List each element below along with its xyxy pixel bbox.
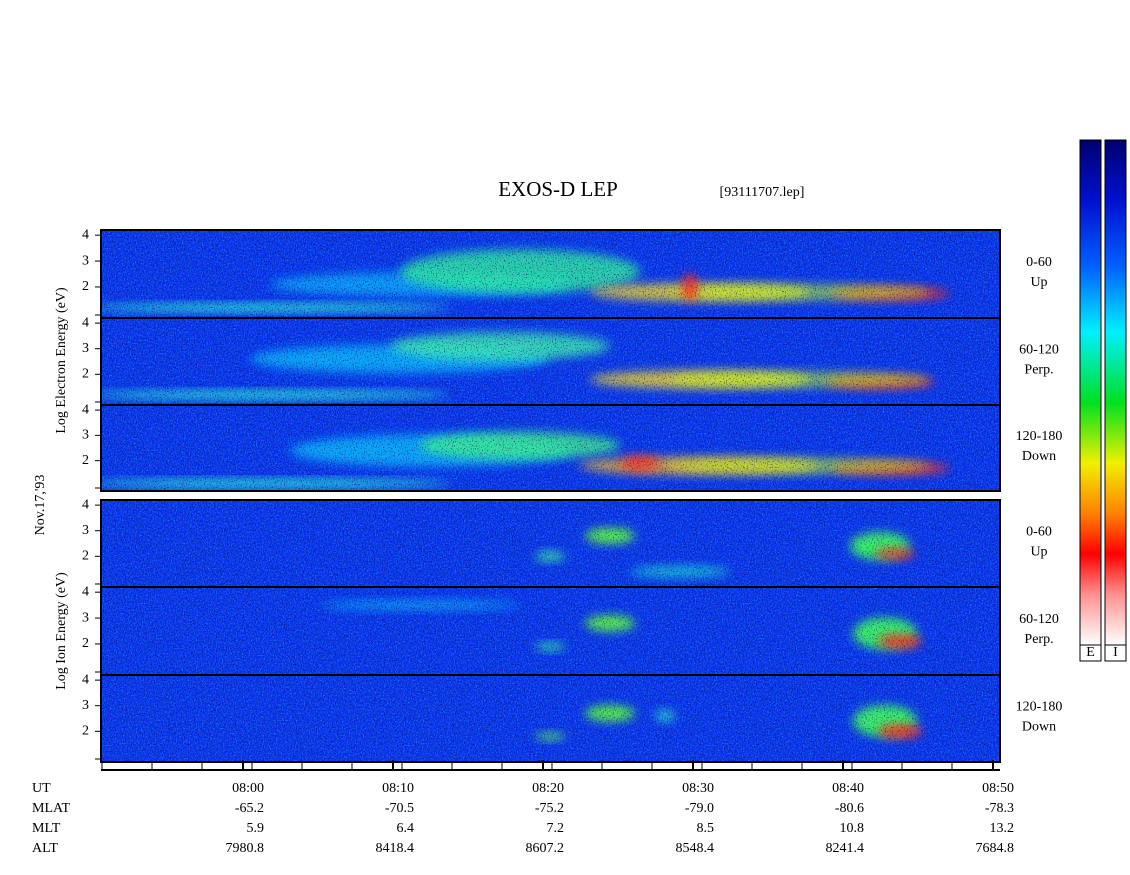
row-value: 8548.4	[676, 841, 715, 856]
y-axis-label: Log Electron Energy (eV)	[54, 287, 69, 434]
y-tick-label: 4	[82, 315, 89, 330]
row-value: 8607.2	[526, 841, 565, 856]
row-value: 7980.8	[226, 841, 265, 856]
y-tick-label: 4	[82, 497, 89, 512]
panel-label: 60-120	[1019, 612, 1059, 627]
row-value: -80.6	[835, 801, 864, 816]
panel-texture	[101, 405, 1000, 491]
row-value: 7.2	[547, 821, 565, 836]
spectrogram-panel: 2 3 4 120-180 Down	[82, 402, 1063, 492]
panel-texture	[101, 230, 1000, 318]
row-value: 08:40	[832, 781, 864, 796]
panel-label: 120-180	[1016, 700, 1063, 715]
panel-texture	[101, 675, 1000, 762]
panel-frame	[100, 404, 1001, 492]
row-value: -70.5	[385, 801, 414, 816]
spectrogram-panel: 2 3 4 60-120 Perp.	[82, 315, 1059, 406]
row-value: 10.8	[840, 821, 865, 836]
panel-label: 120-180	[1016, 429, 1063, 444]
y-tick-label: 3	[82, 341, 89, 356]
panel-texture	[101, 318, 1000, 405]
color-bar-box	[1079, 644, 1102, 662]
y-tick-label: 3	[82, 428, 89, 443]
row-value: 08:30	[682, 781, 714, 796]
row-value: 08:50	[982, 781, 1014, 796]
row-value: 08:00	[232, 781, 264, 796]
panel-texture	[101, 587, 1000, 675]
row-value: 08:20	[532, 781, 564, 796]
y-tick-label: 2	[82, 636, 89, 651]
y-tick-label: 2	[82, 453, 89, 468]
y-tick-label: 3	[82, 253, 89, 268]
spectrogram-panel: 2 3 4 0-60 Up	[82, 497, 1052, 588]
y-tick-label: 2	[82, 549, 89, 564]
panels: 2 3 4 0-60 Up 2 3 4 60-120 Perp. 2 3 4 120-180 Down Log…	[54, 227, 1063, 763]
color-bar	[1104, 139, 1127, 646]
row-value: -79.0	[685, 801, 714, 816]
y-tick-label: 4	[82, 227, 89, 242]
row-value: 5.9	[247, 821, 265, 836]
row-label: MLT	[32, 821, 61, 836]
file-name: [93111707.lep]	[720, 185, 805, 200]
row-value: 08:10	[382, 781, 414, 796]
y-tick-label: 3	[82, 610, 89, 625]
y-tick-label: 3	[82, 698, 89, 713]
row-value: -65.2	[235, 801, 264, 816]
color-bar-label: E	[1086, 645, 1095, 660]
chart-title: EXOS-D LEP	[498, 177, 618, 201]
panel-label: Perp.	[1024, 632, 1053, 647]
row-value: 7684.8	[976, 841, 1015, 856]
row-label: ALT	[32, 841, 58, 856]
color-bar-label: I	[1113, 645, 1118, 660]
row-label: UT	[32, 781, 51, 796]
row-value: 8418.4	[376, 841, 415, 856]
y-tick-label: 2	[82, 724, 89, 739]
panel-label: 0-60	[1026, 525, 1052, 540]
y-tick-label: 4	[82, 402, 89, 417]
y-tick-label: 4	[82, 584, 89, 599]
row-value: 13.2	[990, 821, 1015, 836]
time-axis: UT 08:00 08:10 08:20 08:30 08:40 08:50 MLAT -65.…	[32, 760, 1014, 856]
panel-label: 60-120	[1019, 343, 1059, 358]
y-tick-label: 3	[82, 523, 89, 538]
color-bar	[1079, 139, 1102, 646]
spectrogram-panel: 2 3 4 60-120 Perp.	[82, 584, 1059, 676]
panel-label: Up	[1030, 545, 1047, 560]
row-value: -75.2	[535, 801, 564, 816]
y-tick-label: 2	[82, 279, 89, 294]
panel-label: 0-60	[1026, 255, 1052, 270]
row-value: -78.3	[985, 801, 1014, 816]
panel-label: Perp.	[1024, 363, 1053, 378]
row-label: MLAT	[32, 801, 71, 816]
y-axis-label: Log Ion Energy (eV)	[54, 572, 69, 690]
spectrogram-panel: 2 3 4 0-60 Up	[82, 227, 1052, 319]
y-tick-label: 2	[82, 367, 89, 382]
date-label: Nov.17,'93	[33, 475, 48, 536]
panel-label: Down	[1022, 720, 1056, 735]
color-bar-box	[1104, 644, 1127, 662]
panel-texture	[101, 500, 1000, 587]
row-value: 8241.4	[826, 841, 865, 856]
row-value: 8.5	[697, 821, 715, 836]
spectrogram-panel: 2 3 4 120-180 Down	[82, 672, 1063, 763]
panel-label: Down	[1022, 449, 1056, 464]
row-value: 6.4	[397, 821, 415, 836]
panel-frame	[100, 674, 1001, 763]
panel-label: Up	[1030, 275, 1047, 290]
y-tick-label: 4	[82, 672, 89, 687]
